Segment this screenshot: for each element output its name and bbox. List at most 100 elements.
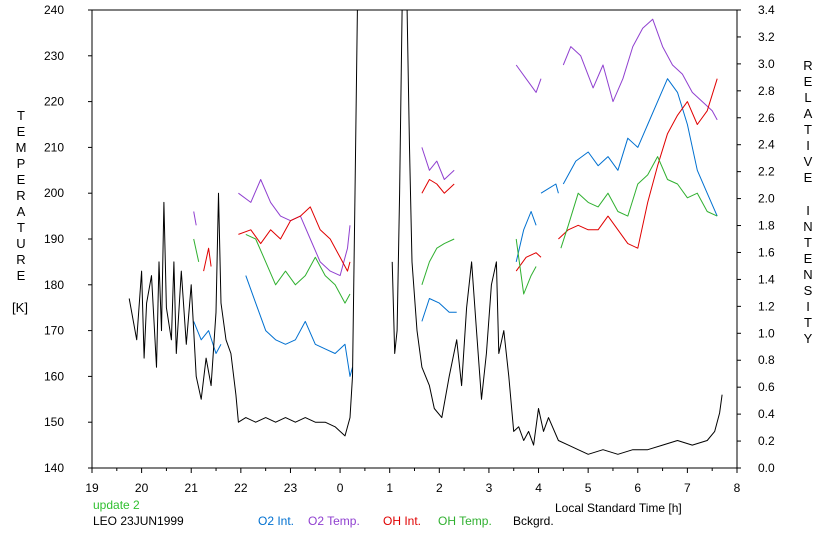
series-line-segment	[515, 64, 542, 93]
x-tick-label: 4	[535, 481, 542, 495]
left-axis-label-letter: T	[17, 108, 25, 123]
series-line-segment	[421, 147, 455, 180]
series-line-segment	[560, 156, 718, 249]
series-line-segment	[245, 275, 353, 377]
x-tick-label: 1	[386, 481, 393, 495]
right-axis-label-letter: T	[804, 315, 812, 330]
right-tick-label: 2.6	[758, 111, 775, 125]
series-line-segment	[421, 238, 455, 285]
series-line-segment	[203, 247, 212, 272]
series-o2-int	[193, 78, 718, 377]
right-axis-label-letter: E	[804, 170, 813, 185]
right-axis-label-letter: S	[804, 283, 813, 298]
left-tick-label: 150	[44, 415, 64, 429]
update-text: update 2	[93, 498, 140, 512]
left-tick-label: 210	[44, 140, 64, 154]
series-line-segment	[540, 183, 559, 194]
right-tick-label: 2.2	[758, 165, 775, 179]
right-axis-label-letter: I	[806, 138, 810, 153]
x-tick-label: 6	[634, 481, 641, 495]
series-line-segment	[391, 10, 403, 354]
series-line-segment	[515, 238, 537, 295]
series-line-segment	[562, 18, 718, 121]
series-bckgrd	[128, 10, 723, 455]
left-axis-label-letter: P	[17, 156, 26, 171]
right-tick-label: 1.6	[758, 245, 775, 259]
right-tick-label: 1.4	[758, 272, 775, 286]
right-tick-label: 2.8	[758, 84, 775, 98]
right-tick-label: 3.4	[758, 3, 775, 17]
series-line-segment	[238, 206, 351, 272]
right-axis-label-letter: T	[804, 235, 812, 250]
series-line-segment	[128, 10, 358, 437]
series-o2-temp	[193, 18, 718, 277]
legend-entry: OH Temp.	[438, 514, 492, 528]
x-tick-label: 23	[284, 481, 298, 495]
right-tick-label: 1.2	[758, 299, 775, 313]
left-axis-label-letter: M	[16, 140, 27, 155]
left-tick-label: 140	[44, 461, 64, 475]
right-tick-label: 3.2	[758, 30, 775, 44]
right-tick-label: 2.0	[758, 192, 775, 206]
right-tick-label: 1.8	[758, 219, 775, 233]
left-axis-label-letter: A	[17, 204, 26, 219]
series-line-segment	[562, 78, 718, 217]
right-axis-label-letter: A	[804, 106, 813, 121]
left-tick-label: 170	[44, 324, 64, 338]
right-tick-label: 0.4	[758, 407, 775, 421]
left-tick-label: 160	[44, 369, 64, 383]
series-line-segment	[193, 238, 200, 263]
right-tick-label: 3.0	[758, 57, 775, 71]
right-tick-label: 2.4	[758, 138, 775, 152]
station-date: LEO 23JUN1999	[93, 514, 184, 528]
left-axis-label-letter: E	[17, 268, 26, 283]
left-tick-label: 230	[44, 49, 64, 63]
x-tick-label: 20	[135, 481, 149, 495]
series-line-segment	[558, 78, 718, 249]
series-line-segment	[421, 179, 455, 194]
x-tick-label: 3	[486, 481, 493, 495]
x-axis-label: Local Standard Time [h]	[555, 501, 682, 515]
series-oh-temp	[193, 156, 718, 304]
right-axis-label-letter: E	[804, 251, 813, 266]
right-axis-label-letter: E	[804, 74, 813, 89]
left-axis-label-letter: U	[16, 236, 25, 251]
series-line-segment	[515, 211, 537, 263]
left-axis-label-letter: R	[16, 188, 25, 203]
left-axis-label-letter: E	[17, 172, 26, 187]
right-axis-label-letter: V	[804, 154, 813, 169]
right-axis-label-letter: N	[803, 219, 812, 234]
legend-entry: OH Int.	[383, 514, 421, 528]
x-tick-label: 21	[185, 481, 199, 495]
right-tick-label: 0.6	[758, 380, 775, 394]
legend-entry: Bckgrd.	[513, 514, 554, 528]
left-axis-unit: [K]	[12, 300, 28, 315]
left-tick-label: 180	[44, 278, 64, 292]
legend-entry: O2 Int.	[258, 514, 294, 528]
right-axis-label-letter: I	[806, 203, 810, 218]
legend-entry: O2 Temp.	[308, 514, 360, 528]
right-axis-label-letter: Y	[804, 331, 813, 346]
left-axis-label-letter: T	[17, 220, 25, 235]
right-tick-label: 0.2	[758, 434, 775, 448]
left-axis-label-letter: E	[17, 124, 26, 139]
series-line-segment	[193, 211, 197, 226]
left-tick-label: 220	[44, 95, 64, 109]
x-tick-label: 5	[585, 481, 592, 495]
series-line-segment	[421, 298, 457, 322]
left-axis-label-letter: R	[16, 252, 25, 267]
series-line-segment	[193, 321, 222, 354]
x-tick-label: 0	[337, 481, 344, 495]
right-axis-label-letter: R	[803, 58, 812, 73]
series-line-segment	[245, 233, 351, 304]
right-axis-label-letter: I	[806, 299, 810, 314]
x-tick-label: 7	[684, 481, 691, 495]
right-tick-label: 1.0	[758, 326, 775, 340]
right-axis-label-letter: T	[804, 122, 812, 137]
left-tick-label: 190	[44, 232, 64, 246]
right-axis-label-letter: N	[803, 267, 812, 282]
x-tick-label: 22	[234, 481, 248, 495]
left-tick-label: 240	[44, 3, 64, 17]
left-tick-label: 200	[44, 186, 64, 200]
